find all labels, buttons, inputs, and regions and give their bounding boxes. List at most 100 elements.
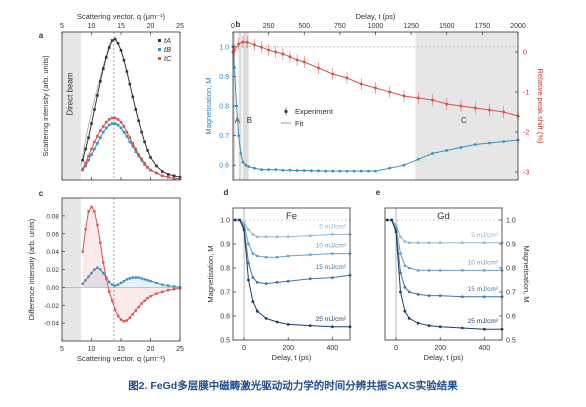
legend-marker-tB	[158, 48, 161, 51]
panel-c-xtick-label: 10	[88, 346, 96, 353]
panel-a-top-tick-label: 5	[60, 23, 64, 30]
panel-a-point-tC	[140, 157, 143, 161]
panel-d-fit-line	[235, 219, 350, 328]
panel-c-point-red	[93, 210, 96, 213]
panel-c-point-red	[167, 288, 170, 292]
panel-c-point-blue	[81, 282, 84, 285]
panel-a-point-tC	[143, 161, 146, 165]
panel-e-fluence-label: 15 mJ/cm²	[468, 286, 499, 293]
panel-a-point-tA	[99, 80, 102, 83]
magnetisation-point	[488, 141, 491, 145]
legend-fit-label: Fit	[295, 119, 304, 128]
panel-d-point	[242, 228, 246, 232]
panel-c-point-red	[90, 205, 93, 209]
panel-a-point-tA	[110, 39, 114, 42]
panel-a-point-tA	[131, 95, 135, 99]
panel-d-xtick-label: 400	[326, 345, 338, 352]
region-label-B: B	[247, 116, 252, 125]
panel-e-point	[385, 218, 389, 222]
peak-shift-point	[473, 106, 477, 110]
magnetisation-point	[352, 169, 356, 173]
panel-c-point-red	[119, 318, 123, 321]
panel-a-point-tC	[84, 161, 87, 165]
panel-d-point	[330, 325, 334, 329]
grey-fit-line	[80, 41, 111, 166]
magnetisation-point	[374, 169, 377, 173]
panel-d-point	[308, 324, 312, 327]
panel-d-point	[275, 235, 279, 239]
panel-a-point-tC	[128, 136, 132, 140]
peak-shift-point	[416, 96, 420, 100]
panel-e-xtick-label: 200	[434, 345, 446, 352]
panel-e-frame	[384, 207, 503, 341]
panel-d-ytick-label: 0.5	[220, 338, 230, 345]
panel-a-point-tA	[87, 136, 90, 140]
panel-d-point	[251, 276, 255, 279]
panel-c-point-red	[161, 290, 164, 294]
magnetisation-point	[317, 169, 320, 173]
panel-d-frame	[232, 207, 351, 341]
panel-e-fit-line	[387, 219, 502, 298]
panel-c-point-blue	[131, 276, 134, 279]
magnetisation-point	[416, 157, 420, 161]
panel-a-fit-tB	[82, 123, 180, 180]
panel-d-point	[247, 261, 250, 265]
panel-a-point-tC	[172, 177, 176, 180]
panel-b-ytick-right-label: -3	[523, 170, 529, 177]
panel-d-point	[255, 309, 259, 313]
panel-c-point-blue	[93, 268, 96, 271]
panel-a-point-tB	[110, 122, 114, 125]
magnetisation-point	[295, 169, 299, 172]
panel-a-ylabel: Scattering intensity (arb. units)	[41, 55, 50, 157]
peak-shift-point	[288, 55, 292, 59]
magnetisation-point	[237, 134, 241, 138]
panel-e-point	[407, 290, 411, 294]
panel-d-point	[251, 252, 255, 256]
panel-c-point-red	[81, 250, 84, 253]
peak-shift-point	[302, 60, 306, 64]
panel-a-point-tA	[96, 94, 99, 97]
panel-d-ytick-label: 1.0	[220, 218, 230, 225]
panel-c-ytick-label: 0.02	[46, 267, 59, 274]
panel-a-point-tC	[93, 140, 96, 144]
panel-a-point-tB	[102, 130, 105, 134]
panel-a-point-tB	[107, 123, 111, 127]
panel-d-point	[251, 233, 255, 236]
panel-d-point	[308, 277, 312, 281]
panel-d-point	[247, 228, 250, 232]
panel-c-point-red	[122, 320, 126, 323]
panel-d-ytick-label: 0.8	[220, 266, 230, 273]
panel-d-point	[275, 320, 279, 324]
peak-shift-point	[388, 90, 392, 94]
panel-c-ytick-label: 0.08	[46, 213, 59, 220]
panel-a-point-tB	[143, 163, 146, 166]
panel-e-point	[416, 293, 420, 296]
magnetisation-point	[502, 140, 506, 143]
panel-a-point-tC	[104, 120, 108, 124]
panel-a-point-tC	[125, 130, 129, 134]
panel-a-top-tick-label: 25	[176, 23, 184, 30]
panel-a-point-tC	[131, 142, 135, 145]
panel-e-fluence-label: 10 mJ/cm²	[468, 259, 499, 266]
panel-e-point	[482, 327, 486, 331]
panel-a-point-tA	[143, 140, 146, 144]
panel-e-point	[390, 218, 394, 222]
panel-c-ytick-label: -0.02	[44, 303, 59, 310]
panel-c-point-red	[143, 299, 146, 302]
panel-b-tick-label: 500	[298, 23, 310, 30]
panel-c-point-red	[128, 316, 132, 319]
panel-c-xtick-label: 20	[147, 346, 155, 353]
panel-d-fluence-label: 25 mJ/cm²	[316, 316, 347, 323]
panel-a-point-tB	[84, 164, 87, 168]
panel-e-point	[403, 264, 407, 267]
magnetisation-point	[267, 168, 271, 172]
panel-e-point	[438, 269, 442, 272]
panel-c-point-red	[96, 223, 99, 227]
peak-shift-point	[281, 52, 285, 56]
panel-e-fluence-label: 25 mJ/cm²	[468, 318, 499, 325]
panel-a-point-tB	[113, 122, 117, 125]
region-label-C: C	[461, 116, 467, 125]
peak-shift-point	[317, 66, 320, 70]
peak-shift-point	[267, 48, 271, 52]
panel-b-tick-label: 1500	[439, 23, 455, 30]
